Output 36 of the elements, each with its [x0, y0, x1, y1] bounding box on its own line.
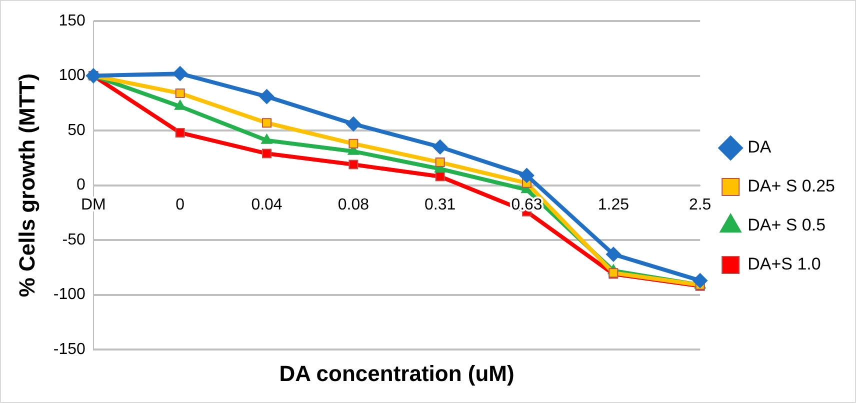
point: [262, 118, 272, 128]
point: [175, 88, 185, 98]
x-tick-label: 2.5: [688, 196, 712, 214]
x-tick-label: DM: [80, 196, 106, 214]
y-axis-title: % Cells growth (MTT): [14, 73, 40, 298]
x-axis-title: DA concentration (uM): [279, 360, 514, 386]
point: [348, 138, 358, 148]
point: [259, 89, 274, 104]
legend-label: DA: [748, 138, 772, 157]
point: [346, 116, 361, 132]
point: [172, 66, 188, 82]
point: [262, 148, 272, 158]
point: [692, 273, 708, 288]
y-tick-label: 150: [58, 12, 86, 30]
legend-label: DA+ S 0.5: [748, 216, 826, 235]
legend-label: DA+ S 0.25: [748, 176, 836, 196]
x-tick-label: 0.04: [251, 196, 282, 214]
point: [348, 160, 358, 170]
y-tick-label: 0: [76, 176, 86, 194]
y-tick-label: -100: [53, 286, 86, 304]
x-tick-label: 0: [176, 196, 185, 214]
point: [606, 246, 621, 262]
x-tick-label: 1.25: [598, 196, 630, 214]
legend-label: DA+S 1.0: [748, 254, 821, 274]
y-tick-label: -150: [53, 341, 86, 358]
x-tick-label: 0.08: [338, 196, 370, 214]
point: [86, 68, 101, 84]
point: [435, 158, 445, 168]
point: [435, 172, 445, 182]
y-tick-label: 50: [68, 122, 86, 139]
x-tick-label: 0.31: [424, 196, 456, 214]
y-tick-label: -50: [62, 231, 86, 248]
point: [432, 139, 448, 154]
point: [519, 168, 534, 183]
point: [175, 128, 185, 138]
y-tick-label: 100: [58, 67, 86, 84]
